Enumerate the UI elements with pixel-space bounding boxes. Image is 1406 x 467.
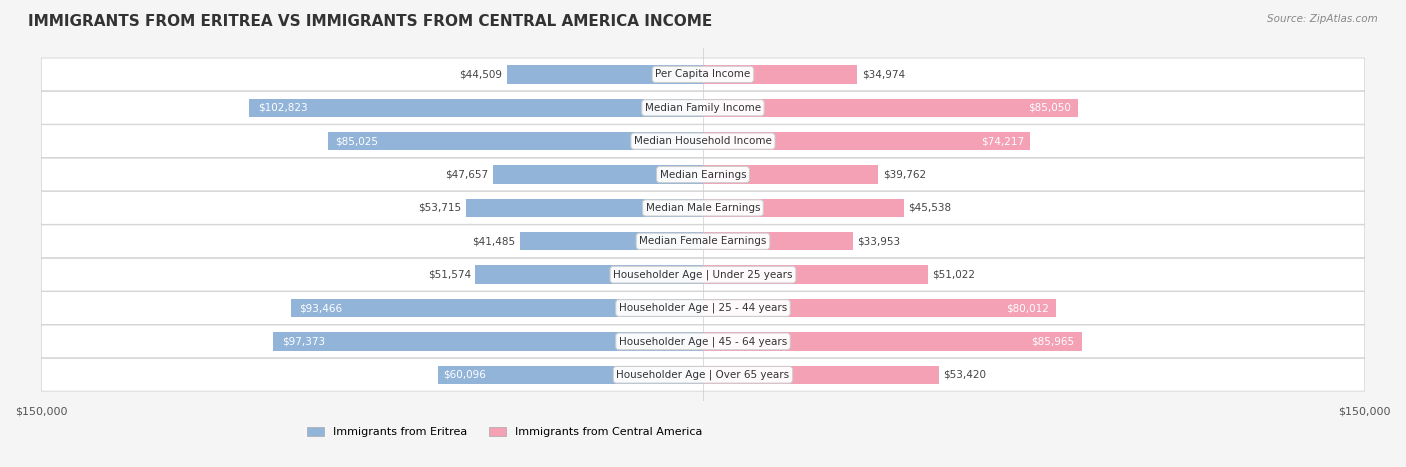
Bar — [703, 265, 928, 284]
Text: Median Earnings: Median Earnings — [659, 170, 747, 179]
Bar — [703, 99, 1078, 117]
FancyBboxPatch shape — [41, 258, 1365, 291]
Text: $85,025: $85,025 — [336, 136, 378, 146]
Text: Householder Age | 25 - 44 years: Householder Age | 25 - 44 years — [619, 303, 787, 313]
Bar — [703, 332, 1083, 351]
Bar — [465, 199, 703, 217]
FancyBboxPatch shape — [41, 292, 1365, 325]
Text: Median Female Earnings: Median Female Earnings — [640, 236, 766, 246]
Text: $60,096: $60,096 — [443, 370, 486, 380]
FancyBboxPatch shape — [41, 58, 1365, 91]
Text: Householder Age | Over 65 years: Householder Age | Over 65 years — [616, 369, 790, 380]
Text: $44,509: $44,509 — [460, 70, 502, 79]
Text: $41,485: $41,485 — [472, 236, 516, 246]
Bar — [492, 165, 703, 184]
Text: $51,574: $51,574 — [427, 269, 471, 280]
Text: Median Family Income: Median Family Income — [645, 103, 761, 113]
FancyBboxPatch shape — [41, 358, 1365, 391]
Bar — [703, 299, 1056, 317]
Text: Median Household Income: Median Household Income — [634, 136, 772, 146]
Text: Householder Age | 45 - 64 years: Householder Age | 45 - 64 years — [619, 336, 787, 347]
FancyBboxPatch shape — [41, 191, 1365, 224]
Bar — [703, 65, 858, 84]
Text: Householder Age | Under 25 years: Householder Age | Under 25 years — [613, 269, 793, 280]
Text: $34,974: $34,974 — [862, 70, 905, 79]
Text: $85,965: $85,965 — [1032, 336, 1074, 347]
Text: $53,420: $53,420 — [943, 370, 986, 380]
Bar — [703, 199, 904, 217]
Text: IMMIGRANTS FROM ERITREA VS IMMIGRANTS FROM CENTRAL AMERICA INCOME: IMMIGRANTS FROM ERITREA VS IMMIGRANTS FR… — [28, 14, 713, 29]
Bar — [506, 65, 703, 84]
Bar — [328, 132, 703, 150]
Text: $53,715: $53,715 — [419, 203, 461, 213]
Text: Median Male Earnings: Median Male Earnings — [645, 203, 761, 213]
Text: $47,657: $47,657 — [446, 170, 488, 179]
Text: $85,050: $85,050 — [1028, 103, 1071, 113]
Bar — [273, 332, 703, 351]
Bar — [291, 299, 703, 317]
Legend: Immigrants from Eritrea, Immigrants from Central America: Immigrants from Eritrea, Immigrants from… — [302, 423, 706, 442]
Bar — [703, 232, 853, 250]
Text: $97,373: $97,373 — [283, 336, 325, 347]
Bar — [703, 165, 879, 184]
Text: $51,022: $51,022 — [932, 269, 976, 280]
FancyBboxPatch shape — [41, 225, 1365, 258]
Bar — [703, 366, 939, 384]
Bar — [249, 99, 703, 117]
FancyBboxPatch shape — [41, 92, 1365, 124]
Bar — [520, 232, 703, 250]
Bar — [475, 265, 703, 284]
Text: $33,953: $33,953 — [858, 236, 900, 246]
Text: Source: ZipAtlas.com: Source: ZipAtlas.com — [1267, 14, 1378, 24]
FancyBboxPatch shape — [41, 158, 1365, 191]
Text: $80,012: $80,012 — [1007, 303, 1049, 313]
FancyBboxPatch shape — [41, 325, 1365, 358]
Text: $39,762: $39,762 — [883, 170, 927, 179]
Bar — [437, 366, 703, 384]
Text: $45,538: $45,538 — [908, 203, 952, 213]
Text: $93,466: $93,466 — [299, 303, 342, 313]
Text: $74,217: $74,217 — [981, 136, 1024, 146]
Bar — [703, 132, 1031, 150]
FancyBboxPatch shape — [41, 125, 1365, 157]
Text: Per Capita Income: Per Capita Income — [655, 70, 751, 79]
Text: $102,823: $102,823 — [259, 103, 308, 113]
